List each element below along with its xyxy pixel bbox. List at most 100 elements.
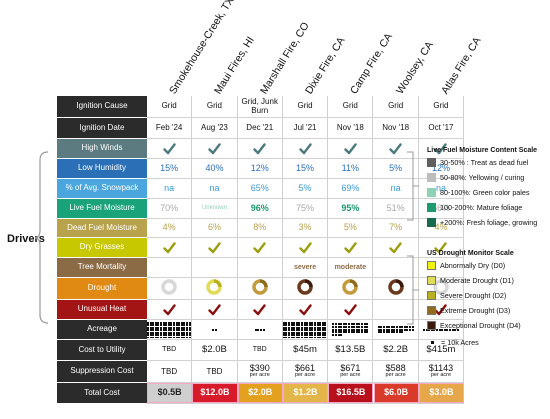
acreage-dot bbox=[350, 323, 353, 326]
acreage-dot bbox=[443, 328, 446, 331]
acreage-dot bbox=[178, 321, 181, 324]
acreage-dot bbox=[290, 329, 293, 332]
acreage-dot bbox=[157, 321, 160, 324]
suppression-amount: TBD bbox=[206, 366, 223, 376]
acreage-dot bbox=[152, 331, 155, 334]
suppression-amount: $390 bbox=[249, 363, 270, 374]
acreage-dot bbox=[288, 324, 291, 327]
acreage-dot bbox=[321, 321, 324, 324]
acreage-dot bbox=[321, 326, 324, 329]
acreage-dot bbox=[165, 331, 168, 334]
acreage-dot bbox=[316, 326, 319, 329]
acreage-dot bbox=[395, 325, 398, 328]
acreage-dot bbox=[254, 328, 257, 331]
acreage-dot bbox=[282, 331, 285, 334]
acreage-dot bbox=[342, 323, 345, 326]
acreage-dot bbox=[324, 326, 327, 329]
cell-acreage bbox=[147, 320, 193, 339]
acreage-dot bbox=[165, 324, 168, 327]
legend-swatch bbox=[427, 158, 436, 167]
acreage-dot bbox=[321, 324, 324, 327]
legend-label: 80-100%: Green color pales bbox=[440, 188, 530, 197]
legend-swatch bbox=[427, 321, 436, 330]
acreage-dot bbox=[298, 326, 301, 329]
acreage-dot bbox=[366, 328, 369, 331]
checkmark-icon bbox=[298, 142, 312, 155]
cell-snowpack: 65% bbox=[238, 179, 283, 198]
acreage-dot bbox=[308, 324, 311, 327]
legend-swatch bbox=[427, 218, 436, 227]
acreage-dot bbox=[321, 334, 324, 337]
acreage-dot bbox=[316, 334, 319, 337]
legend-label: 100-200%: Mature foliage bbox=[440, 203, 523, 212]
acreage-dot bbox=[335, 328, 338, 331]
acreage-dot bbox=[308, 334, 311, 337]
acreage-dot bbox=[403, 325, 406, 328]
acreage-dot bbox=[308, 326, 311, 329]
acreage-dot bbox=[282, 329, 285, 332]
live-fuel-brace bbox=[407, 151, 419, 221]
row-label-unusual-heat: Unusual Heat bbox=[57, 300, 147, 319]
acreage-dot bbox=[154, 331, 157, 334]
acreage-dot bbox=[165, 321, 168, 324]
acreage-dot bbox=[185, 326, 188, 329]
checkmark-icon bbox=[298, 241, 312, 254]
acreage-dot bbox=[183, 331, 186, 334]
acreage-dot bbox=[321, 329, 324, 332]
acreage-dot bbox=[149, 334, 152, 337]
cell-unusual-heat bbox=[147, 300, 193, 319]
acreage-dot bbox=[175, 331, 178, 334]
acreage-dot bbox=[314, 326, 317, 329]
acreage-dot bbox=[175, 334, 178, 337]
cell-total: $3.0B bbox=[418, 383, 465, 403]
acreage-dot bbox=[303, 334, 306, 337]
acreage-dot bbox=[337, 331, 340, 334]
row-label-low-humidity: Low Humidity bbox=[57, 159, 147, 178]
cell-dry-grasses bbox=[238, 238, 283, 257]
acreage-dot bbox=[162, 324, 165, 327]
cell-ignition-date: Aug '23 bbox=[192, 118, 238, 138]
acreage-dot bbox=[332, 333, 335, 336]
cell-acreage bbox=[374, 320, 419, 339]
cell-cost-utility: $2.0B bbox=[192, 340, 238, 360]
drought-donut-icon bbox=[161, 279, 177, 297]
acreage-dot bbox=[403, 328, 406, 331]
suppression-value: TBD bbox=[206, 366, 223, 376]
cell-suppression: $1143 per acre bbox=[419, 361, 465, 382]
cell-unusual-heat bbox=[374, 300, 419, 319]
legend-label: Moderate Drought (D1) bbox=[440, 276, 514, 285]
acreage-dot bbox=[295, 324, 298, 327]
acreage-dot bbox=[316, 331, 319, 334]
acreage-dot bbox=[293, 326, 296, 329]
legend-row: Severe Drought (D2) bbox=[427, 291, 506, 300]
acreage-dot bbox=[398, 328, 401, 331]
acreage-dot bbox=[408, 328, 411, 331]
fire-name-label: Camp Fire, CA bbox=[348, 31, 396, 97]
acreage-dot bbox=[345, 325, 348, 328]
legend-swatch bbox=[427, 203, 436, 212]
suppression-amount: $1143 bbox=[428, 363, 454, 374]
acreage-dot bbox=[355, 328, 358, 331]
acreage-dot bbox=[282, 324, 285, 327]
acreage-dot bbox=[319, 334, 322, 337]
suppression-unit: per acre bbox=[294, 372, 316, 379]
acreage-dot bbox=[382, 325, 385, 328]
cell-live-fuel: 70% bbox=[147, 199, 193, 218]
cell-dry-grasses bbox=[328, 238, 374, 257]
acreage-dot bbox=[425, 328, 428, 331]
acreage-dot bbox=[355, 323, 358, 326]
acreage-dot bbox=[319, 329, 322, 332]
suppression-unit: per acre bbox=[385, 372, 406, 379]
acreage-dot bbox=[157, 324, 160, 327]
checkmark-icon bbox=[434, 303, 448, 316]
acreage-dot bbox=[385, 325, 388, 328]
acreage-dot bbox=[178, 326, 181, 329]
acreage-dot bbox=[157, 331, 160, 334]
acreage-dot bbox=[366, 331, 369, 334]
cell-ignition-cause: Grid, Junk Burn bbox=[238, 96, 283, 117]
acreage-dot bbox=[172, 329, 175, 332]
row-label-cost-utility: Cost to Utility bbox=[57, 340, 147, 360]
drought-donut-icon bbox=[342, 279, 359, 297]
acreage-dot bbox=[154, 326, 157, 329]
cell-live-fuel: 51% bbox=[374, 199, 419, 218]
